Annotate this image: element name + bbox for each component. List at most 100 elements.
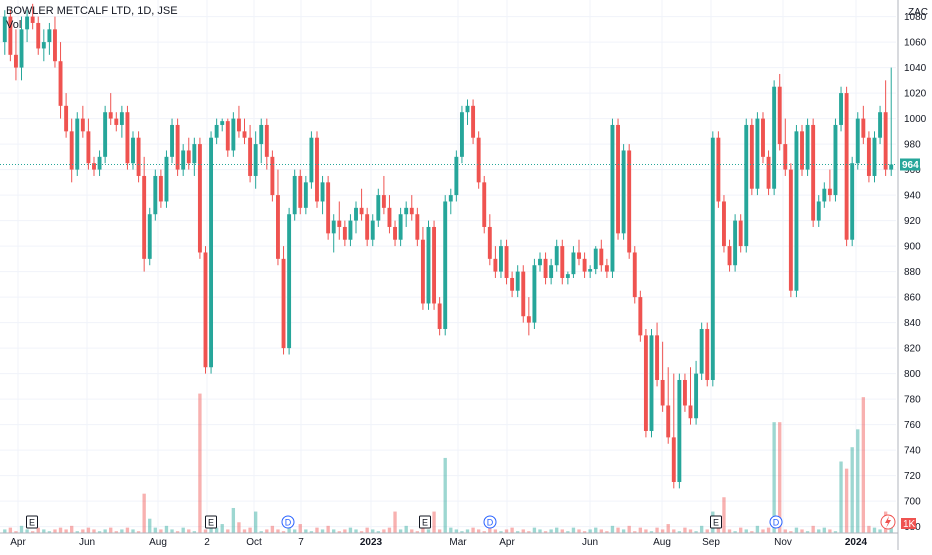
candle — [705, 322, 710, 387]
candle — [25, 10, 30, 43]
last-price-badge — [900, 158, 920, 171]
earnings-marker-icon[interactable]: E — [710, 515, 722, 529]
earnings-marker-icon[interactable]: E — [26, 515, 38, 529]
dividend-marker-icon[interactable]: D — [769, 515, 783, 529]
candle — [627, 144, 632, 259]
candle — [19, 16, 24, 81]
volume-bar — [159, 529, 163, 533]
candle — [409, 195, 414, 221]
x-tick-label: Mar — [449, 537, 467, 548]
y-tick-label: 780 — [904, 395, 921, 406]
volume-bar — [716, 527, 721, 533]
volume-bar — [53, 529, 57, 533]
candle — [448, 188, 453, 215]
y-tick-label: 880 — [904, 267, 921, 278]
volume-bar — [410, 529, 414, 533]
volume-bar — [281, 531, 286, 533]
volume-bar — [516, 531, 520, 533]
candle — [125, 105, 130, 170]
volume-bar — [582, 531, 587, 533]
candle — [253, 131, 258, 189]
candle — [543, 252, 548, 285]
y-tick-label: 740 — [904, 446, 921, 457]
volume-bar — [187, 529, 191, 533]
volume-bar — [772, 422, 776, 533]
candle — [443, 195, 448, 336]
volume-bar — [253, 511, 258, 533]
volume-bar — [839, 461, 843, 533]
candle — [694, 360, 699, 425]
candle — [671, 373, 676, 489]
y-tick-label: 900 — [904, 242, 921, 253]
volume-bar — [699, 525, 704, 533]
candle — [549, 258, 554, 285]
candle — [348, 214, 353, 247]
candle — [376, 188, 381, 227]
y-tick-label: 860 — [904, 293, 921, 304]
volume-bar — [844, 468, 849, 533]
candle — [326, 175, 331, 240]
volume-bar — [332, 529, 336, 533]
candle — [197, 137, 202, 259]
x-tick-label: Jun — [582, 537, 598, 548]
candle — [839, 86, 843, 132]
candle — [136, 131, 141, 183]
candle — [181, 144, 186, 176]
candle — [119, 105, 124, 138]
candle — [103, 105, 108, 164]
candle — [638, 290, 643, 342]
y-tick-label: 1080 — [904, 12, 927, 23]
volume-bar — [30, 531, 35, 533]
volume-bar — [476, 529, 481, 533]
candle — [554, 239, 559, 272]
volume-bar — [805, 531, 810, 533]
volume-bar — [594, 527, 598, 533]
y-tick-label: 760 — [904, 420, 921, 431]
candle — [459, 105, 464, 164]
x-tick-label: 2 — [204, 537, 210, 548]
y-tick-label: 800 — [904, 369, 921, 380]
x-tick-label: Aug — [149, 537, 167, 548]
volume-bar — [800, 529, 804, 533]
volume-bar — [36, 527, 40, 533]
earnings-marker-icon[interactable]: E — [419, 515, 431, 529]
volume-bar — [265, 529, 269, 533]
volume-bar — [309, 531, 314, 533]
candle — [755, 112, 760, 196]
volume-bar — [214, 527, 219, 533]
y-tick-label: 720 — [904, 471, 921, 482]
candle — [844, 86, 849, 247]
volume-bar — [365, 527, 369, 533]
candle — [610, 118, 615, 278]
x-tick-label: Aug — [653, 537, 671, 548]
candle — [264, 118, 269, 170]
volume-bar — [92, 529, 96, 533]
lightning-icon[interactable] — [880, 514, 896, 530]
candle — [398, 207, 403, 247]
svg-text:E: E — [29, 518, 35, 528]
candle — [86, 118, 91, 170]
dividend-marker-icon[interactable]: D — [483, 515, 497, 529]
candle — [872, 131, 877, 183]
volume-bar — [638, 527, 643, 533]
volume-bar — [454, 529, 459, 533]
volume-bar — [443, 457, 447, 533]
candle — [766, 150, 771, 196]
earnings-marker-icon[interactable]: E — [205, 515, 217, 529]
dividend-marker-icon[interactable]: D — [281, 515, 295, 529]
candle — [883, 80, 888, 176]
volume-bar — [393, 511, 397, 533]
volume-bar — [86, 527, 91, 533]
candle — [788, 163, 793, 298]
volume-bar — [359, 531, 364, 533]
candle — [175, 118, 180, 176]
volume-bar — [655, 527, 659, 533]
volume-bar — [527, 531, 531, 533]
volume-bar — [343, 529, 347, 533]
candle — [292, 169, 297, 221]
candle — [733, 214, 738, 272]
volume-bar — [142, 493, 146, 533]
